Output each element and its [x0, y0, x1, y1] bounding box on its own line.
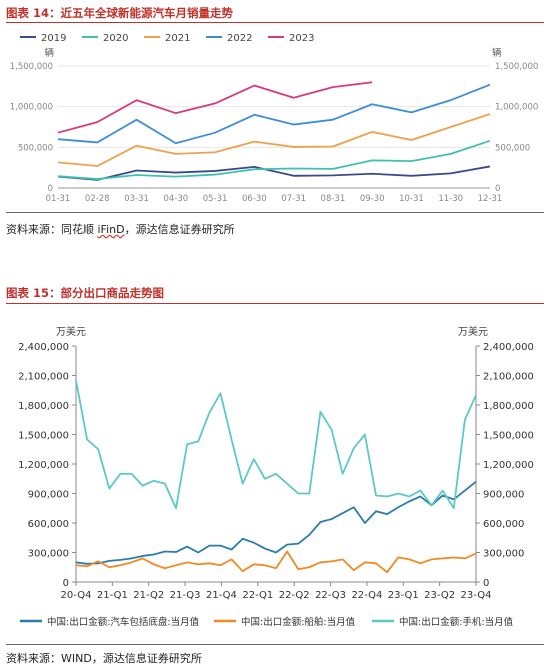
series-line-2: [75, 550, 477, 574]
y-tick-right: 2,400,000: [483, 342, 534, 353]
x-tick-label: 05-31: [203, 194, 228, 204]
y-tick-left: 900,000: [28, 490, 69, 501]
x-tick-label: 21-Q3: [170, 590, 201, 601]
ev-sales-chart: 2019 2020 2021 2022 2023 辆 辆 0 0 500,000 500,000 1,…: [10, 33, 539, 204]
left-unit-label: 万美元: [56, 325, 86, 338]
y-tick-right: 2,100,000: [483, 372, 534, 383]
y-tick-right: 1,200,000: [483, 460, 534, 471]
x-tick-label: 12-31: [478, 194, 503, 204]
legend-label-3: 中国:出口金额:手机:当月值: [399, 616, 514, 628]
legend-label-2: 中国:出口金额:船舶:当月值: [241, 616, 356, 628]
y-tick-left: 1,200,000: [18, 460, 69, 471]
y-tick-right: 1,800,000: [483, 401, 534, 412]
x-tick-label: 22-Q2: [279, 590, 310, 601]
legend-label-1: 中国:出口金额:汽车包括底盘:当月值: [47, 616, 200, 628]
y-tick-left: 500,000: [18, 143, 53, 153]
y-tick-right: 500,000: [495, 143, 530, 153]
y-tick-left: 0: [63, 578, 69, 589]
left-unit-label: 辆: [44, 47, 54, 59]
figure-14-title-rule: [6, 22, 544, 23]
figure-14-source-ifind: iFinD: [97, 223, 125, 236]
y-tick-right: 300,000: [483, 549, 524, 560]
x-tick-label: 11-30: [438, 194, 463, 204]
series-line-2023: [57, 81, 373, 134]
y-tick-left: 600,000: [28, 519, 69, 530]
x-tick-label: 23-Q1: [388, 590, 419, 601]
x-tick-label: 07-31: [281, 194, 306, 204]
y-tick-right: 1,500,000: [495, 62, 538, 72]
y-tick-right: 1,500,000: [483, 431, 534, 442]
x-tick-label: 22-Q1: [242, 590, 273, 601]
figure-15-title: 图表 15：部分出口商品走势图: [6, 286, 165, 300]
y-tick-left: 2,100,000: [18, 372, 69, 383]
figure-14-source: 资料来源：同花顺 iFinD，源达信息证券研究所: [6, 221, 235, 237]
series-line-2019: [57, 165, 491, 181]
x-tick-label: 22-Q3: [315, 590, 346, 601]
figure-15-title-rule: [6, 303, 544, 304]
x-tick-label: 01-31: [46, 194, 71, 204]
x-tick-label: 21-Q4: [206, 590, 237, 601]
x-tick-label: 20-Q4: [61, 590, 92, 601]
x-tick-label: 03-31: [124, 194, 149, 204]
x-tick-label: 10-31: [399, 194, 424, 204]
x-tick-label: 22-Q4: [351, 590, 382, 601]
right-unit-label: 万美元: [458, 325, 488, 338]
x-tick-label: 21-Q1: [97, 590, 128, 601]
legend-label-2023: 2023: [289, 33, 314, 44]
legend-label-2022: 2022: [227, 33, 252, 44]
figure-15-source: 资料来源：WIND，源达信息证券研究所: [6, 652, 202, 665]
x-tick-label: 09-30: [360, 194, 385, 204]
legend-label-2019: 2019: [41, 33, 66, 44]
right-unit-label: 辆: [492, 47, 502, 59]
series-line-2022: [57, 83, 491, 145]
figure-14-title: 图表 14：近五年全球新能源汽车月销量走势: [6, 6, 234, 20]
y-tick-right: 900,000: [483, 490, 524, 501]
series-line-1: [75, 480, 477, 565]
x-tick-label: 08-31: [321, 194, 346, 204]
series-line-3: [75, 380, 477, 510]
x-tick-label: 21-Q2: [133, 590, 164, 601]
y-tick-left: 1,500,000: [10, 62, 53, 72]
y-tick-left: 300,000: [28, 549, 69, 560]
y-tick-right: 600,000: [483, 519, 524, 530]
figure-14-source-suffix: ，源达信息证券研究所: [124, 223, 235, 236]
x-tick-label: 06-30: [242, 194, 267, 204]
x-tick-label: 04-30: [163, 194, 188, 204]
series-line-2021: [57, 113, 491, 167]
y-tick-left: 1,800,000: [18, 401, 69, 412]
y-tick-right: 0: [483, 578, 489, 589]
figure-14-source-rule: [6, 212, 544, 213]
y-tick-right: 1,000,000: [495, 103, 538, 113]
legend-label-2020: 2020: [103, 33, 128, 44]
y-tick-left: 1,500,000: [18, 431, 69, 442]
y-tick-right: 0: [495, 184, 500, 194]
export-chart: 万美元 万美元 0 0 300,000 300,000 600,000 600,000 900,…: [18, 325, 534, 628]
y-tick-left: 0: [48, 184, 53, 194]
figure-14-source-prefix: 资料来源：同花顺: [6, 223, 98, 236]
x-tick-label: 23-Q2: [424, 590, 455, 601]
series-line-2020: [57, 139, 491, 180]
x-tick-label: 23-Q4: [461, 590, 492, 601]
y-tick-left: 1,000,000: [10, 103, 53, 113]
figure-15-source-rule: [6, 644, 544, 645]
y-tick-left: 2,400,000: [18, 342, 69, 353]
legend-label-2021: 2021: [165, 33, 190, 44]
x-tick-label: 02-28: [85, 194, 110, 204]
